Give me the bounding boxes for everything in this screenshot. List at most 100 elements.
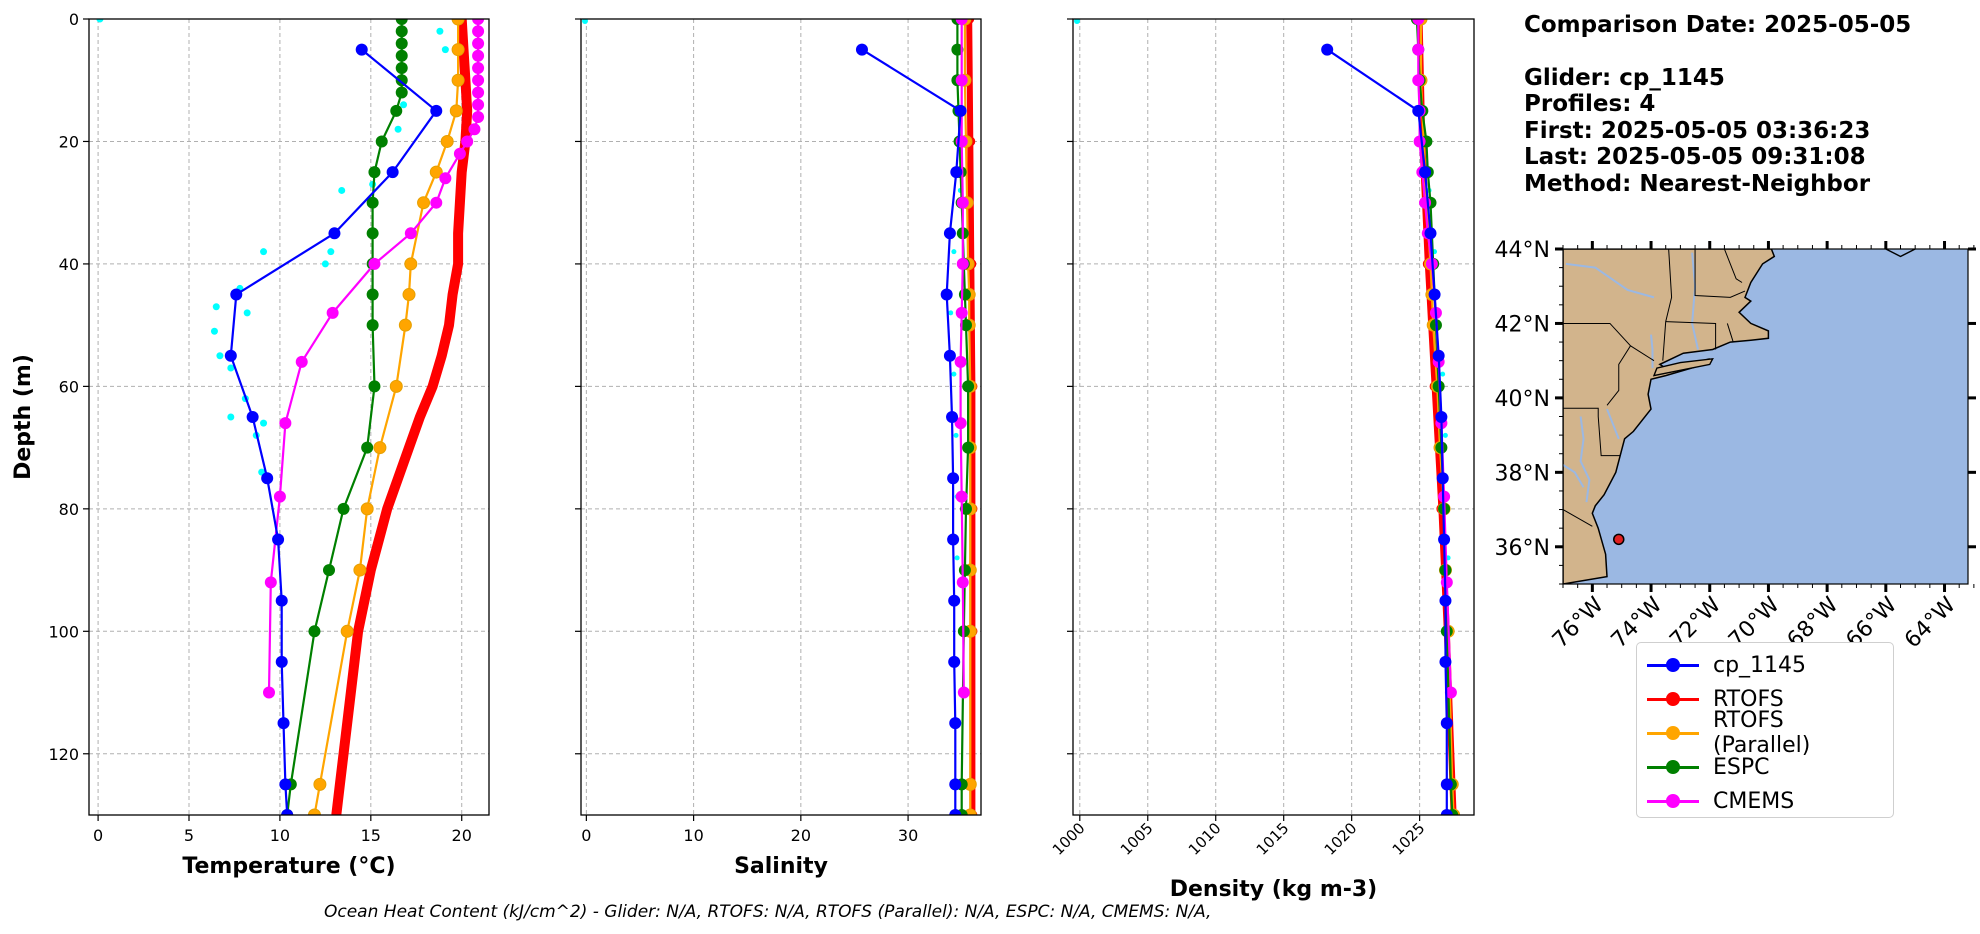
series-marker: [1439, 655, 1452, 668]
x-axis-label: Density (kg m-3): [1170, 877, 1378, 902]
legend-swatch-espc: [1647, 757, 1699, 777]
series-marker: [395, 86, 408, 99]
state-border: [1694, 249, 1746, 298]
series-marker: [430, 104, 443, 117]
series-marker: [430, 196, 443, 209]
x-tick-label: 1000: [1049, 819, 1089, 859]
river: [1562, 464, 1585, 488]
series-marker: [340, 624, 354, 638]
river: [1606, 408, 1620, 440]
series-marker: [1438, 533, 1451, 546]
series-marker: [1440, 778, 1453, 791]
series-marker: [440, 134, 454, 148]
series-marker: [948, 594, 961, 607]
series-marker: [386, 166, 399, 179]
y-tick-label: 0: [69, 10, 79, 29]
series-marker: [1428, 288, 1441, 301]
x-tick-label: 1005: [1117, 819, 1157, 859]
series-marker: [230, 288, 243, 301]
series-marker: [375, 135, 388, 148]
series-marker: [1432, 380, 1445, 393]
series-marker: [439, 172, 452, 185]
glider-position-marker: [1613, 533, 1625, 546]
series-marker: [943, 349, 956, 362]
x-tick-label: 15: [361, 826, 381, 845]
y-tick-label: 40: [59, 255, 79, 274]
state-border: [1630, 345, 1655, 362]
series-cp-1145: [855, 43, 967, 815]
x-tick-label: 1015: [1253, 819, 1293, 859]
series-marker: [308, 625, 321, 638]
series-marker: [395, 74, 408, 87]
series-marker: [366, 227, 379, 240]
series-line: [229, 48, 438, 815]
series-marker: [326, 306, 339, 319]
map-lat-label: 38°N: [1495, 461, 1550, 486]
series-marker: [389, 379, 403, 393]
raw-point: [948, 310, 954, 316]
series-marker: [1412, 74, 1425, 87]
long-island: [1652, 357, 1714, 377]
series-marker: [390, 104, 403, 117]
profile-panel-2: 0 10 20 30 Salinity: [575, 18, 982, 879]
method: Method: Nearest-Neighbor: [1524, 170, 1871, 197]
glider-name: Glider: cp_1145: [1524, 64, 1725, 91]
series-marker: [404, 227, 417, 240]
series-marker: [1413, 135, 1426, 148]
legend-item: cp_1145: [1647, 648, 1883, 682]
series-marker: [955, 490, 968, 503]
series-marker: [307, 808, 321, 815]
series-marker: [949, 717, 962, 730]
series-marker: [263, 686, 275, 699]
series-line: [1326, 48, 1448, 815]
y-tick-label: 80: [59, 500, 79, 519]
raw-point: [1074, 19, 1080, 24]
legend-item: RTOFS: [1647, 682, 1883, 716]
series-marker: [1419, 166, 1432, 179]
series-marker: [949, 809, 962, 815]
series-marker: [277, 717, 290, 730]
series-marker: [1432, 349, 1445, 362]
axes-frame: [1072, 18, 1475, 816]
series-marker: [451, 73, 465, 87]
raw-point: [1440, 371, 1446, 377]
profile-panel-1: 0 5 10 15 20 0 20 40 60 80 100 120 Temperature (°C): [48, 10, 490, 879]
plot-area: [582, 19, 978, 815]
legend-swatch-rtofs: [1647, 689, 1699, 709]
series-marker: [855, 43, 868, 56]
state-border: [1563, 407, 1621, 457]
map-lon-label: 76°W: [1548, 592, 1609, 653]
series-rtofs: [331, 19, 473, 815]
series-marker: [272, 533, 285, 546]
map-lat-label: 44°N: [1495, 238, 1550, 263]
series-marker: [472, 98, 485, 111]
raw-point: [441, 46, 449, 54]
plot-area: [1074, 19, 1461, 815]
series-marker: [947, 533, 960, 546]
series-line: [861, 48, 962, 815]
series-marker: [1440, 576, 1453, 589]
series-marker: [954, 417, 967, 430]
raw-point: [436, 27, 444, 35]
series-marker: [940, 288, 953, 301]
x-axis-label: Salinity: [734, 854, 828, 879]
series-marker: [295, 355, 308, 368]
series-marker: [957, 686, 970, 699]
raw-point: [243, 309, 251, 317]
series-marker: [361, 441, 374, 454]
raw-point: [954, 555, 960, 561]
series-marker: [313, 777, 327, 791]
y-tick-label: 60: [59, 377, 79, 396]
series-marker: [353, 563, 367, 577]
series-marker: [950, 166, 963, 179]
state-border: [1723, 248, 1743, 283]
state-border: [1563, 322, 1632, 406]
raw-point: [212, 303, 220, 311]
x-tick-label: 10: [270, 826, 290, 845]
axes-frame: [88, 18, 490, 816]
series-marker: [368, 380, 381, 393]
state-border: [1562, 509, 1593, 527]
map-lat-label: 42°N: [1495, 312, 1550, 337]
x-tick-label: 5: [184, 826, 194, 845]
map-lat-label: 40°N: [1495, 387, 1550, 412]
